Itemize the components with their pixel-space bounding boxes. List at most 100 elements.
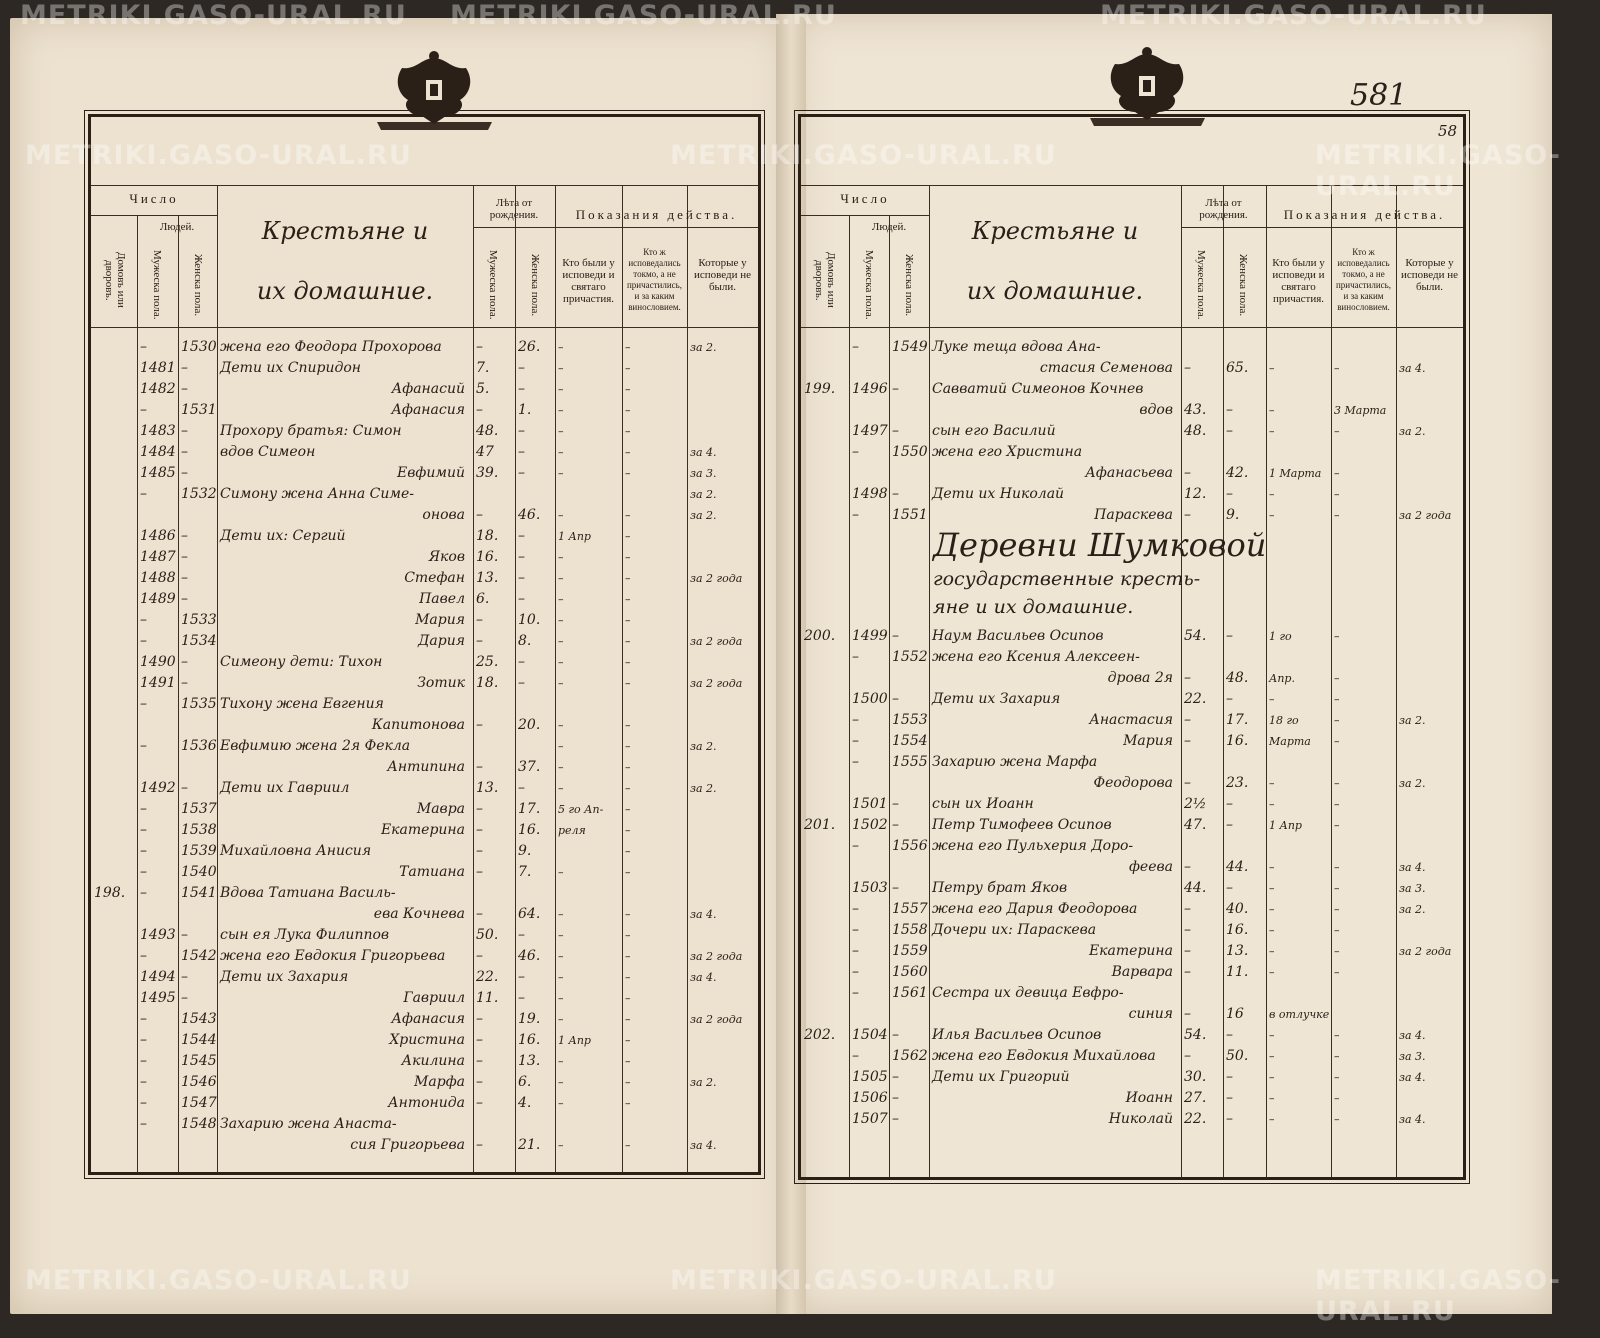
header-confessed: Кто были у исповеди и святаго причастия. (1272, 257, 1325, 305)
cell-confessed-only: – (1334, 777, 1340, 790)
cell-age-female: – (518, 381, 525, 397)
cell-confessed-only: – (1334, 509, 1340, 522)
cell-female-no: – (892, 1069, 899, 1085)
cell-dvor: 200. (804, 628, 836, 644)
cell-male-no: 1490 (140, 654, 176, 670)
cell-age-female: – (518, 654, 525, 670)
cell-name: Варвара (1111, 964, 1173, 980)
cell-confessed: – (558, 572, 564, 585)
cell-male-no: – (140, 339, 147, 355)
cell-dvor: 201. (804, 817, 836, 833)
cell-age-male: 22. (1184, 1111, 1207, 1127)
table-row: Афанасьева –42. 1 Марта – (801, 463, 1463, 484)
table-row: – 1536 Евфимию жена 2я Фекла – – за 2. (91, 736, 758, 757)
cell-age-male: 5. (476, 381, 490, 397)
table-row: – 1562 жена его Евдокия Михайлова – 50. – – за … (801, 1046, 1463, 1067)
table-row: 1489– Павел 6. – – – (91, 589, 758, 610)
cell-age-female: – (518, 549, 525, 565)
table-row: синия – 16 в отлучке (801, 1004, 1463, 1025)
table-row: –1546 Марфа –6. – – за 2. (91, 1072, 758, 1093)
cell-confessed: – (558, 866, 564, 879)
cell-not-confessed: за 4. (1399, 1071, 1426, 1084)
cell-not-confessed: за 2. (690, 509, 717, 522)
cell-age-male: 18. (476, 675, 499, 691)
cell-name: синия (1128, 1006, 1173, 1022)
cell-age-female: 46. (518, 507, 541, 523)
cell-age-female: – (1226, 880, 1233, 896)
cell-male-no: 1489 (140, 591, 176, 607)
header-chislo: Число (840, 191, 890, 206)
cell-dvor: 199. (804, 381, 836, 397)
cell-male-no: – (852, 754, 859, 770)
table-row: 1495– Гавриил 11. – – – (91, 988, 758, 1009)
cell-name: Гавриил (403, 990, 465, 1006)
cell-male-no: – (140, 843, 147, 859)
cell-age-male: 16. (476, 549, 499, 565)
cell-not-confessed: за 4. (1399, 1113, 1426, 1126)
cell-confessed-only: – (1334, 693, 1340, 706)
cell-age-male: 13. (476, 780, 499, 796)
cell-confessed-only: – (625, 446, 631, 459)
cell-age-female: 17. (1226, 712, 1249, 728)
cell-female-no: 1542 (181, 948, 217, 964)
cell-confessed-only: – (625, 908, 631, 921)
cell-male-no: – (140, 822, 147, 838)
cell-confessed-only: – (625, 929, 631, 942)
cell-confessed: – (558, 719, 564, 732)
cell-confessed-only: – (625, 1097, 631, 1110)
header-bottom-rule (801, 327, 1463, 328)
table-row: – 1552 жена его Ксения Алексеен- (801, 647, 1463, 668)
cell-male-no: 1485 (140, 465, 176, 481)
cell-confessed: 1 Апр (1269, 819, 1302, 832)
cell-age-female: 16. (518, 822, 541, 838)
header-female: Женска пола. (192, 253, 204, 317)
cell-age-male: 13. (476, 570, 499, 586)
cell-confessed-only: – (1334, 903, 1340, 916)
cell-age-male: 2½ (1184, 796, 1207, 812)
cell-male-no: 1498 (852, 486, 888, 502)
cell-confessed: – (558, 908, 564, 921)
cell-confessed-only: – (1334, 1113, 1340, 1126)
header-leta: Лѣта от рождения. (489, 197, 539, 221)
cell-male-no: – (852, 901, 859, 917)
table-row: –1554 Мария –16. Марта – (801, 731, 1463, 752)
cell-confessed: – (558, 446, 564, 459)
cell-female-no: – (892, 817, 899, 833)
cell-female-no: 1545 (181, 1053, 217, 1069)
cell-male-no: 1487 (140, 549, 176, 565)
header-bottom-rule (91, 327, 758, 328)
cell-confessed-only: – (625, 1055, 631, 1068)
cell-name: вдов Симеон (220, 444, 316, 460)
cell-male-no: 1506 (852, 1090, 888, 1106)
table-row: –1547 Антонида –4. – – (91, 1093, 758, 1114)
cell-age-male: – (476, 717, 483, 733)
cell-age-male: – (1184, 507, 1191, 523)
cell-age-male: – (476, 801, 483, 817)
cell-age-female: – (518, 444, 525, 460)
cell-male-no: 1482 (140, 381, 176, 397)
table-row: 1493– сын ея Лука Филиппов 50. – – – (91, 925, 758, 946)
column-divider (849, 215, 850, 1177)
cell-male-no: – (140, 1053, 147, 1069)
cell-not-confessed: за 2. (1399, 714, 1426, 727)
header-confessed: Кто были у исповеди и святаго причастия. (562, 257, 615, 305)
cell-confessed-only: – (625, 782, 631, 795)
cell-age-male: 39. (476, 465, 499, 481)
cell-age-male: 48. (476, 423, 499, 439)
cell-confessed: – (558, 740, 564, 753)
column-divider (1266, 185, 1267, 1177)
cell-name: Дети их Захария (220, 969, 349, 985)
cell-age-male: – (476, 1032, 483, 1048)
table-row: 1505– Дети их Григорий 30. – – – за 4. (801, 1067, 1463, 1088)
header-sub-rule (1181, 227, 1463, 228)
header-not-confessed: Которые у исповеди не были. (693, 257, 752, 293)
cell-confessed-only: – (1334, 467, 1340, 480)
cell-female-no: – (892, 880, 899, 896)
cell-name: Иоанн (1125, 1090, 1173, 1106)
cell-age-male: 27. (1184, 1090, 1207, 1106)
cell-male-no: 1500 (852, 691, 888, 707)
cell-age-male: – (476, 339, 483, 355)
cell-male-no: 1501 (852, 796, 888, 812)
cell-female-no: – (181, 444, 188, 460)
table-row: –1543 Афанасия –19. – – за 2 года (91, 1009, 758, 1030)
